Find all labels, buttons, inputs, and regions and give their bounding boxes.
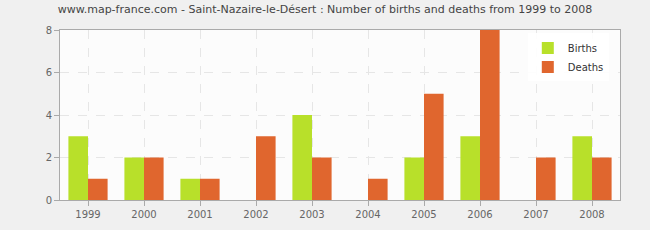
svg-text:2000: 2000	[131, 209, 156, 220]
svg-text:2003: 2003	[299, 209, 324, 220]
svg-text:www.map-france.com - Saint-Naz: www.map-france.com - Saint-Nazaire-le-Dé…	[58, 3, 593, 16]
svg-text:Births: Births	[568, 43, 597, 54]
svg-text:6: 6	[46, 67, 52, 78]
svg-text:2002: 2002	[243, 209, 268, 220]
svg-text:2001: 2001	[187, 209, 212, 220]
svg-text:0: 0	[46, 195, 52, 206]
svg-text:2006: 2006	[467, 209, 492, 220]
svg-text:2005: 2005	[411, 209, 436, 220]
svg-text:8: 8	[46, 25, 52, 36]
svg-text:Deaths: Deaths	[568, 62, 603, 73]
svg-text:1999: 1999	[75, 209, 100, 220]
svg-text:2008: 2008	[579, 209, 604, 220]
svg-text:2004: 2004	[355, 209, 380, 220]
svg-text:2007: 2007	[523, 209, 548, 220]
svg-text:4: 4	[46, 110, 52, 121]
svg-text:2: 2	[46, 152, 52, 163]
